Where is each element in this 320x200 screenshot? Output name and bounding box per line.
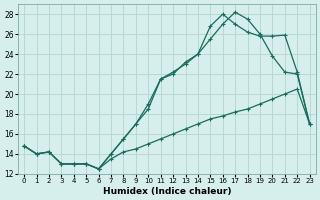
X-axis label: Humidex (Indice chaleur): Humidex (Indice chaleur): [103, 187, 231, 196]
